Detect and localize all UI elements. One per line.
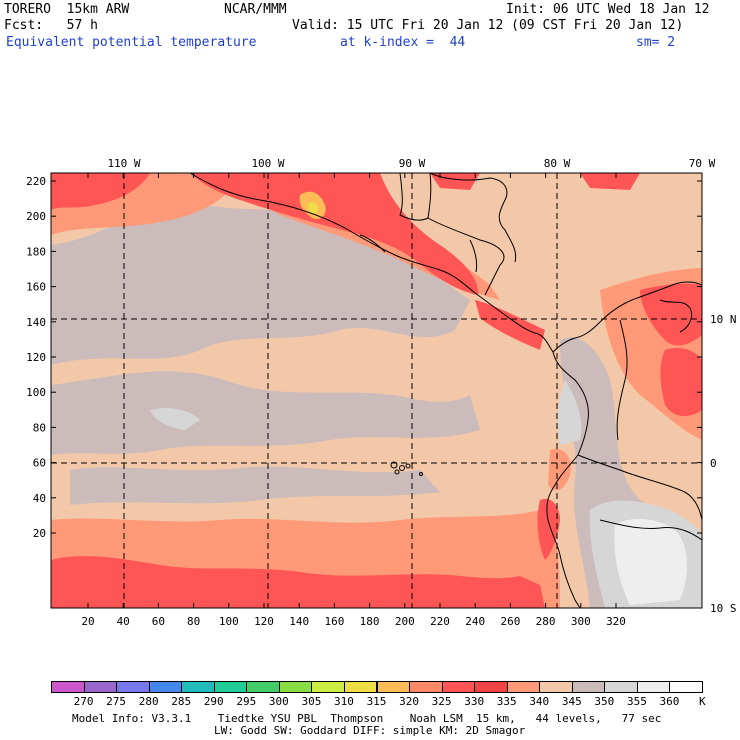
legend-swatch [474,681,508,693]
longitude-label: 110 W [107,157,140,170]
legend-swatch [539,681,573,693]
x-grid-label: 140 [289,615,309,628]
legend-swatch [409,681,443,693]
legend-label: 315 [366,695,387,708]
legend-swatch [376,681,411,693]
legend-swatch [148,681,183,693]
legend-label: 320 [399,695,419,708]
level-info: at k-index = 44 [340,35,466,50]
legend-label: 305 [301,695,322,708]
y-grid-label: 120 [26,351,46,364]
colorbar-unit: K [699,695,706,708]
longitude-label: 70 W [689,157,716,170]
model-info-line: Model Info: V3.3.1 Tiedtke YSU PBL Thomp… [72,712,662,725]
x-grid-label: 300 [571,615,591,628]
y-grid-label: 20 [33,527,46,540]
plot-frame [50,172,703,609]
legend-label: 295 [236,695,257,708]
y-grid-label: 80 [33,421,46,434]
legend-swatch [636,681,671,693]
legend-label: 285 [171,695,192,708]
latitude-label: 10 S [710,602,737,615]
forecast-hour: Fcst: 57 h [4,18,98,33]
legend-swatch [51,681,85,693]
x-grid-label: 100 [219,615,239,628]
field-red-layer [51,173,702,608]
tick-marks [51,173,702,608]
equivalent-potential-temperature-map: 110 W 100 W 90 W 80 W 70 W 10 N 0 10 S 220 200 1… [26,157,737,628]
valid-time: Valid: 15 UTC Fri 20 Jan 12 (09 CST Fri … [292,18,684,33]
longitude-label: 80 W [544,157,571,170]
init-time: Init: 06 UTC Wed 18 Jan 12 [506,2,710,17]
longitude-label: 90 W [399,157,426,170]
x-grid-label: 160 [324,615,344,628]
x-grid-label: 60 [152,615,165,628]
x-grid-label: 240 [465,615,485,628]
graticule-layer [51,173,702,608]
x-grid-label: 200 [395,615,415,628]
legend-label: 300 [268,695,289,708]
x-grid-label: 120 [254,615,274,628]
legend-swatch [116,681,150,693]
x-grid-label: 80 [187,615,200,628]
latitude-label: 10 N [710,313,737,326]
legend-label: 325 [431,695,452,708]
legend-swatch [83,681,118,693]
smoothing-info: sm= 2 [636,35,676,50]
y-grid-label: 100 [26,386,46,399]
organization: NCAR/MMM [224,2,287,17]
latitude-label: 0 [710,457,717,470]
y-grid-label: 60 [33,457,46,470]
x-grid-label: 220 [430,615,450,628]
coastline-layer [189,173,702,608]
legend-swatch [311,681,345,693]
legend-label: 280 [138,695,159,708]
legend-label: 270 [73,695,94,708]
legend-label: 350 [594,695,615,708]
x-grid-label: 20 [81,615,94,628]
y-grid-label: 40 [33,492,46,505]
legend-label: 335 [496,695,517,708]
longitude-labels: 110 W 100 W 90 W 80 W 70 W [107,157,715,170]
x-grid-label: 40 [117,615,130,628]
latitude-labels: 10 N 0 10 S [710,313,737,615]
legend-label: 290 [203,695,224,708]
y-grid-labels: 220 200 180 160 140 120 100 80 60 40 20 [26,175,46,540]
physics-info-line: LW: Godd SW: Goddard DIFF: simple KM: 2D… [214,724,526,737]
legend-swatch [669,681,703,693]
legend-label: 340 [529,695,550,708]
legend-swatch [343,681,378,693]
legend-label: 330 [464,695,485,708]
legend-swatch [278,681,313,693]
legend-swatch [441,681,476,693]
longitude-label: 100 W [251,157,284,170]
legend-swatch [604,681,638,693]
legend-swatch [246,681,280,693]
field-white-layer [614,518,687,605]
y-grid-label: 200 [26,210,46,223]
legend-label: 275 [106,695,127,708]
x-grid-label: 260 [500,615,520,628]
x-grid-labels: 20 40 60 80 100 120 140 160 180 200 220 240 260 280 30… [81,615,626,628]
legend-swatch [213,681,248,693]
legend-label: 355 [626,695,647,708]
legend-label: 360 [659,695,680,708]
y-grid-label: 160 [26,281,46,294]
x-grid-label: 320 [606,615,626,628]
legend-swatch [571,681,606,693]
legend-swatch [181,681,215,693]
x-grid-label: 280 [536,615,556,628]
field-yellow-layer [308,202,318,214]
y-grid-label: 220 [26,175,46,188]
y-grid-label: 180 [26,245,46,258]
x-grid-label: 180 [360,615,380,628]
y-grid-label: 140 [26,316,46,329]
legend-label: 310 [334,695,354,708]
legend-swatch [506,681,541,693]
model-name: TORERO 15km ARW [4,2,130,17]
field-name: Equivalent potential temperature [6,35,257,50]
legend-label: 345 [561,695,582,708]
